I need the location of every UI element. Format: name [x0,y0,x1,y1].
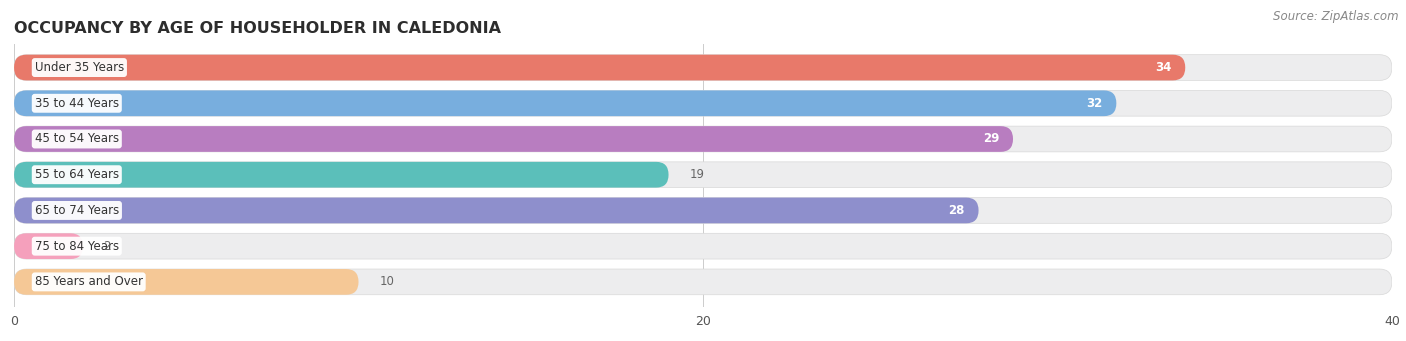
Text: 34: 34 [1156,61,1171,74]
FancyBboxPatch shape [14,162,1392,188]
FancyBboxPatch shape [14,197,1392,223]
Text: 28: 28 [949,204,965,217]
Text: OCCUPANCY BY AGE OF HOUSEHOLDER IN CALEDONIA: OCCUPANCY BY AGE OF HOUSEHOLDER IN CALED… [14,21,501,36]
FancyBboxPatch shape [14,126,1392,152]
FancyBboxPatch shape [14,126,1012,152]
Text: 32: 32 [1087,97,1102,110]
Text: 85 Years and Over: 85 Years and Over [35,276,143,288]
FancyBboxPatch shape [14,90,1116,116]
FancyBboxPatch shape [14,269,359,295]
FancyBboxPatch shape [14,55,1185,80]
Text: Under 35 Years: Under 35 Years [35,61,124,74]
Text: 29: 29 [983,133,1000,146]
Text: 2: 2 [104,240,111,253]
FancyBboxPatch shape [14,233,83,259]
Text: 35 to 44 Years: 35 to 44 Years [35,97,120,110]
Text: 10: 10 [380,276,394,288]
FancyBboxPatch shape [14,162,669,188]
Text: 45 to 54 Years: 45 to 54 Years [35,133,120,146]
FancyBboxPatch shape [14,90,1392,116]
Text: 55 to 64 Years: 55 to 64 Years [35,168,120,181]
Text: 65 to 74 Years: 65 to 74 Years [35,204,120,217]
Text: 19: 19 [689,168,704,181]
Text: Source: ZipAtlas.com: Source: ZipAtlas.com [1274,10,1399,23]
FancyBboxPatch shape [14,233,1392,259]
Text: 75 to 84 Years: 75 to 84 Years [35,240,120,253]
FancyBboxPatch shape [14,197,979,223]
FancyBboxPatch shape [14,55,1392,80]
FancyBboxPatch shape [14,269,1392,295]
